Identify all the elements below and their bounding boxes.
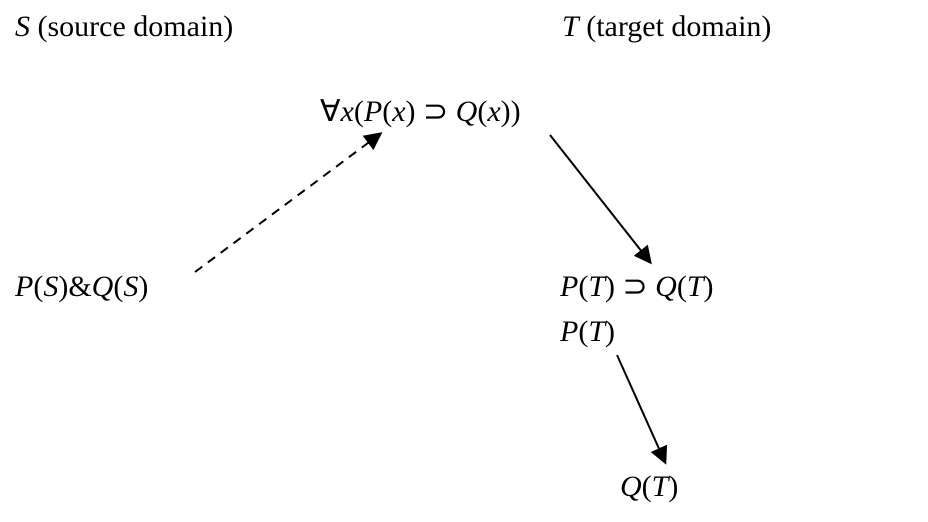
superset-symbol: ⊃ <box>615 270 655 303</box>
var-T: T <box>562 10 579 43</box>
edge-source-to-law <box>195 134 380 272</box>
general-law: ∀x(P(x) ⊃ Q(x)) <box>320 95 521 128</box>
var-S: S <box>15 10 30 43</box>
superset-symbol: ⊃ <box>416 95 456 128</box>
edge-pt-to-qt <box>617 355 665 462</box>
ampersand-symbol: & <box>68 270 91 303</box>
edge-law-to-target-impl <box>550 135 650 262</box>
target-domain-label: target domain <box>596 10 761 43</box>
target-premise-P: P(T) <box>560 315 615 348</box>
target-implication: P(T) ⊃ Q(T) <box>560 270 714 303</box>
target-header: T (target domain) <box>562 10 771 43</box>
source-premise: P(S)&Q(S) <box>15 270 148 303</box>
source-domain-label: source domain <box>48 10 224 43</box>
diagram-arrows <box>0 0 928 522</box>
target-conclusion-Q: Q(T) <box>620 470 678 503</box>
forall-symbol: ∀ <box>320 95 341 128</box>
source-header: S (source domain) <box>15 10 233 43</box>
